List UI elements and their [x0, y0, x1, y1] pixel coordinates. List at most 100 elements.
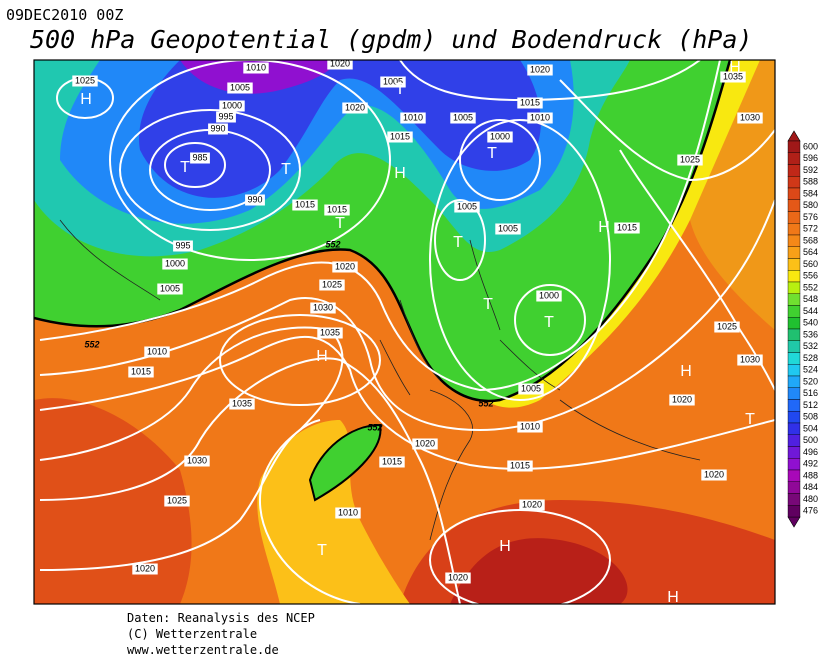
- geopotential-label: 552: [84, 339, 99, 349]
- isobar-label: 1020: [522, 499, 542, 509]
- colorbar-swatch: [787, 187, 801, 200]
- isobar-label: 1030: [187, 455, 207, 465]
- isobar-label: 995: [218, 111, 233, 121]
- colorbar-label: 512: [803, 400, 818, 410]
- isobar-label-bg: [157, 283, 183, 295]
- colorbar-swatch: [787, 246, 801, 259]
- isobar-label: 1005: [383, 76, 403, 86]
- colorbar-swatch: [787, 481, 801, 494]
- isobar-label: 1000: [165, 258, 185, 268]
- isobar-label-bg: [517, 421, 543, 433]
- colorbar-swatch: [787, 270, 801, 283]
- isobar: [164, 142, 226, 188]
- colorbar-swatch: [787, 281, 801, 294]
- isobar: [219, 314, 381, 406]
- isobar-label: 1020: [335, 261, 355, 271]
- isobar-label-bg: [227, 82, 253, 94]
- isobar-label-bg: [317, 327, 343, 339]
- isobar-label: 990: [247, 194, 262, 204]
- isobar-label: 1010: [338, 507, 358, 517]
- colorbar-label: 572: [803, 224, 818, 234]
- colorbar-swatch: [787, 176, 801, 189]
- pressure-center: H: [499, 538, 511, 555]
- pressure-center: T: [180, 159, 190, 176]
- colorbar-label: 492: [803, 459, 818, 469]
- footer-line: www.wetterzentrale.de: [127, 643, 279, 657]
- isobar-label-bg: [173, 240, 193, 252]
- field-hot-core: [450, 538, 628, 604]
- isobar-label-bg: [614, 222, 640, 234]
- isobar-label: 1020: [135, 563, 155, 573]
- colorbar-swatch: [787, 258, 801, 271]
- isobar-label: 1005: [453, 112, 473, 122]
- colorbar-label: 592: [803, 165, 818, 175]
- isobar-label-bg: [487, 131, 513, 143]
- isobar-label: 1010: [246, 62, 266, 72]
- colorbar-label: 488: [803, 470, 818, 480]
- colorbar-swatch: [787, 446, 801, 459]
- isobar-label: 1015: [295, 199, 315, 209]
- colorbar-top-arrow: [787, 130, 801, 142]
- isobar-label-bg: [669, 394, 695, 406]
- colorbar-label: 560: [803, 259, 818, 269]
- footer-line: Daten: Reanalysis des NCEP: [127, 611, 315, 625]
- pressure-center: T: [544, 314, 554, 331]
- colorbar-swatch: [787, 399, 801, 412]
- geopotential-label: 552: [367, 422, 382, 432]
- footer-line: (C) Wetterzentrale: [127, 627, 257, 641]
- isobar-label-bg: [324, 204, 350, 216]
- isobar-label: 1025: [322, 279, 342, 289]
- colorbar-swatch: [787, 422, 801, 435]
- pressure-center: H: [80, 91, 92, 108]
- isobar-label-bg: [190, 152, 210, 164]
- colorbar-label: 496: [803, 447, 818, 457]
- isobar-label: 1020: [330, 58, 350, 68]
- isobar-label: 1035: [232, 398, 252, 408]
- isobar-label-bg: [216, 111, 236, 123]
- colorbar-swatch: [787, 152, 801, 165]
- pressure-center: T: [317, 542, 327, 559]
- colorbar-swatch: [787, 317, 801, 330]
- pressure-center: T: [483, 296, 493, 313]
- isobar-label: 1020: [345, 102, 365, 112]
- isobar: [39, 336, 775, 470]
- isobar-label-bg: [335, 507, 361, 519]
- colorbar-swatch: [787, 364, 801, 377]
- isobar-label: 1015: [327, 204, 347, 214]
- pressure-center: T: [453, 234, 463, 251]
- isobar-label: 1000: [222, 100, 242, 110]
- title: 500 hPa Geopotential (gpdm) und Bodendru…: [30, 25, 752, 54]
- isobar: [39, 60, 721, 392]
- isobar-label-bg: [527, 112, 553, 124]
- colorbar-swatch: [787, 293, 801, 306]
- isobar: [39, 357, 461, 604]
- pressure-center: T: [745, 411, 755, 428]
- isobar-label: 1000: [539, 290, 559, 300]
- isobar-label-bg: [495, 223, 521, 235]
- colorbar-label: 504: [803, 423, 818, 433]
- colorbar-label: 536: [803, 329, 818, 339]
- colorbar-swatch: [787, 328, 801, 341]
- colorbar-label: 576: [803, 212, 818, 222]
- colorbar-swatch: [787, 493, 801, 506]
- isobar-label: 1030: [313, 302, 333, 312]
- isobar-label: 1010: [520, 421, 540, 431]
- isobar-label-bg: [677, 154, 703, 166]
- colorbar-swatch: [787, 352, 801, 365]
- isobar: [39, 326, 361, 604]
- isobar-label: 1015: [390, 131, 410, 141]
- isobar-label: 1035: [723, 71, 743, 81]
- field-purple: [180, 60, 340, 94]
- isobar-label-bg: [400, 112, 426, 124]
- isobar-label-bg: [164, 495, 190, 507]
- isobar-label: 1015: [382, 456, 402, 466]
- isobar-label-bg: [184, 455, 210, 467]
- geopotential-552-line: [34, 60, 732, 403]
- isobar-label-bg: [527, 64, 553, 76]
- isobar-label-bg: [208, 123, 228, 135]
- pressure-center: H: [729, 59, 741, 76]
- isobar-label: 1020: [448, 572, 468, 582]
- isobar-label: 1020: [672, 394, 692, 404]
- colorbar-label: 532: [803, 341, 818, 351]
